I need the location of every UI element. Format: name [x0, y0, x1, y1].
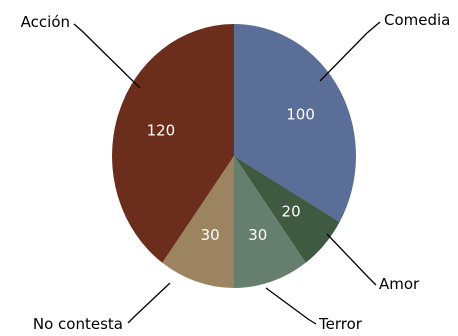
pie-slice-comedia — [234, 24, 357, 222]
pie-slices — [112, 23, 357, 288]
data-label-comedia: 100 — [286, 105, 315, 123]
data-label-accion: 120 — [147, 121, 176, 139]
pie-slice-accion — [112, 23, 234, 263]
category-label-terror: Terror — [318, 315, 363, 333]
pie-leader-lines — [73, 21, 381, 325]
data-label-terror: 30 — [248, 226, 267, 244]
category-label-amor: Amor — [379, 275, 420, 293]
data-label-amor: 20 — [282, 203, 301, 221]
leader-line-comedia — [319, 21, 381, 82]
leader-line-accion — [73, 23, 141, 89]
pie-category-labels: Comedia Amor Terror No contesta Acción — [21, 11, 451, 333]
leader-line-amor — [326, 233, 377, 286]
pie-slice-no-contesta — [162, 156, 234, 288]
pie-slice-amor — [234, 156, 340, 263]
leader-line-no-contesta — [127, 282, 171, 324]
leader-line-terror — [265, 287, 317, 325]
pie-value-labels: 100 20 30 30 120 — [147, 105, 315, 244]
data-label-no-contesta: 30 — [201, 226, 220, 244]
category-label-comedia: Comedia — [384, 11, 450, 29]
category-label-no-contesta: No contesta — [33, 315, 123, 333]
pie-slice-terror — [234, 156, 306, 288]
category-label-accion: Acción — [21, 13, 70, 31]
